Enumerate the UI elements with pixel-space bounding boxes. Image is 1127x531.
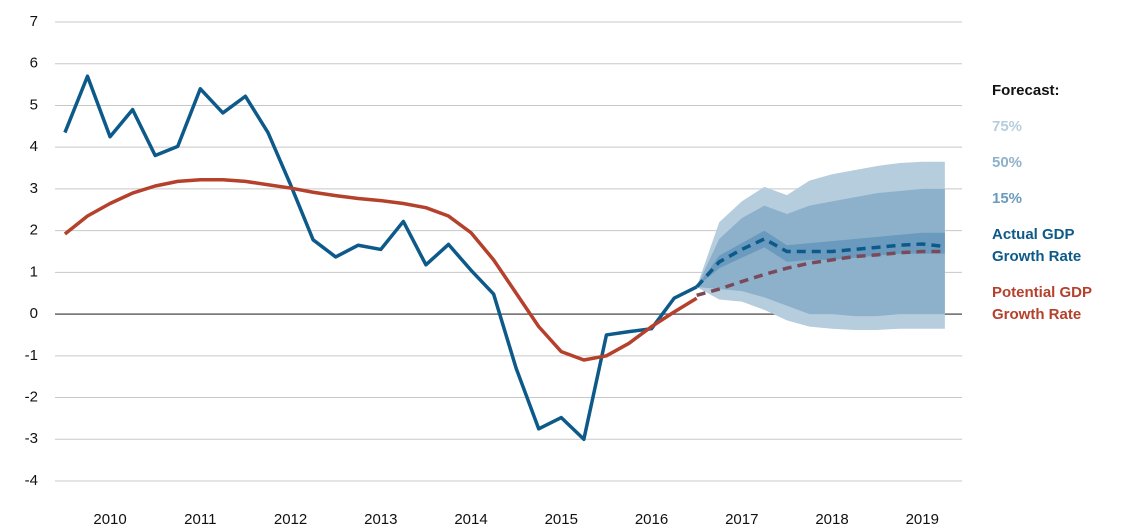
x-tick-label: 2011 [184, 511, 216, 528]
y-tick-label: -1 [25, 347, 38, 364]
x-tick-label: 2012 [274, 511, 307, 528]
forecast-band [696, 230, 945, 287]
y-tick-label: 6 [30, 55, 38, 72]
legend-title: Forecast: [992, 82, 1060, 99]
x-tick-label: 2010 [93, 511, 126, 528]
y-tick-label: -2 [25, 389, 38, 406]
x-tick-label: 2017 [725, 511, 758, 528]
y-tick-label: 0 [30, 305, 38, 322]
y-tick-label: -4 [25, 472, 38, 489]
legend-item: Potential GDP Growth Rate [992, 284, 1092, 323]
y-tick-label: 5 [30, 96, 38, 113]
y-tick-label: 1 [30, 263, 38, 280]
y-tick-label: 3 [30, 180, 38, 197]
legend: Forecast: 75% 50% 15% Actual GDP Growth Rat… [992, 80, 1122, 340]
legend-item: 75% [992, 118, 1023, 135]
x-tick-label: 2014 [454, 511, 487, 528]
x-tick-label: 2013 [364, 511, 397, 528]
forecast-line [695, 237, 946, 289]
y-tick-label: 7 [30, 13, 38, 30]
series-line [63, 177, 698, 362]
x-tick-label: 2019 [906, 511, 939, 528]
forecast-line [696, 249, 945, 298]
legend-item: 15% [992, 190, 1023, 207]
legend-item: 50% [992, 154, 1023, 171]
series-line [63, 74, 698, 442]
x-tick-label: 2016 [635, 511, 668, 528]
y-tick-label: -3 [25, 430, 38, 447]
x-tick-label: 2018 [815, 511, 848, 528]
legend-item: Actual GDP Growth Rate [992, 226, 1082, 265]
y-tick-label: 2 [30, 222, 38, 239]
y-tick-label: 4 [30, 138, 38, 155]
x-tick-label: 2015 [545, 511, 578, 528]
